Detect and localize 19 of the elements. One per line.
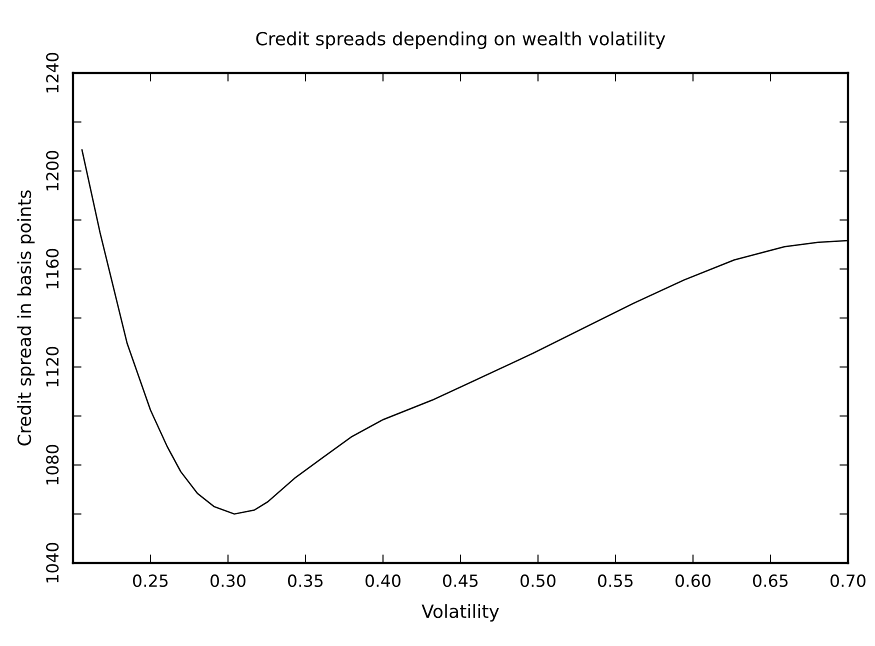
x-tick-label: 0.65: [753, 574, 788, 588]
y-tick-label: 1160: [46, 248, 59, 288]
x-tick-label: 0.55: [598, 574, 633, 588]
x-tick-label: 0.35: [288, 574, 323, 588]
x-tick-label: 0.50: [520, 574, 556, 588]
y-axis-title: Credit spread in basis points: [17, 190, 35, 446]
chart-title: Credit spreads depending on wealth volatility: [256, 32, 666, 49]
x-axis-title: Volatility: [422, 604, 499, 622]
x-tick-label: 0.30: [210, 574, 246, 588]
x-tick-label: 0.25: [133, 574, 168, 588]
x-tick-label: 0.45: [443, 574, 478, 588]
y-tick-label: 1240: [46, 52, 59, 92]
y-tick-label: 1200: [46, 150, 59, 190]
x-tick-label: 0.70: [830, 574, 866, 588]
x-tick-label: 0.60: [676, 574, 710, 588]
y-tick-label: 1080: [46, 444, 59, 484]
y-tick-label: 1040: [46, 542, 59, 582]
x-tick-label: 0.40: [366, 574, 400, 588]
y-tick-label: 1120: [46, 346, 59, 386]
